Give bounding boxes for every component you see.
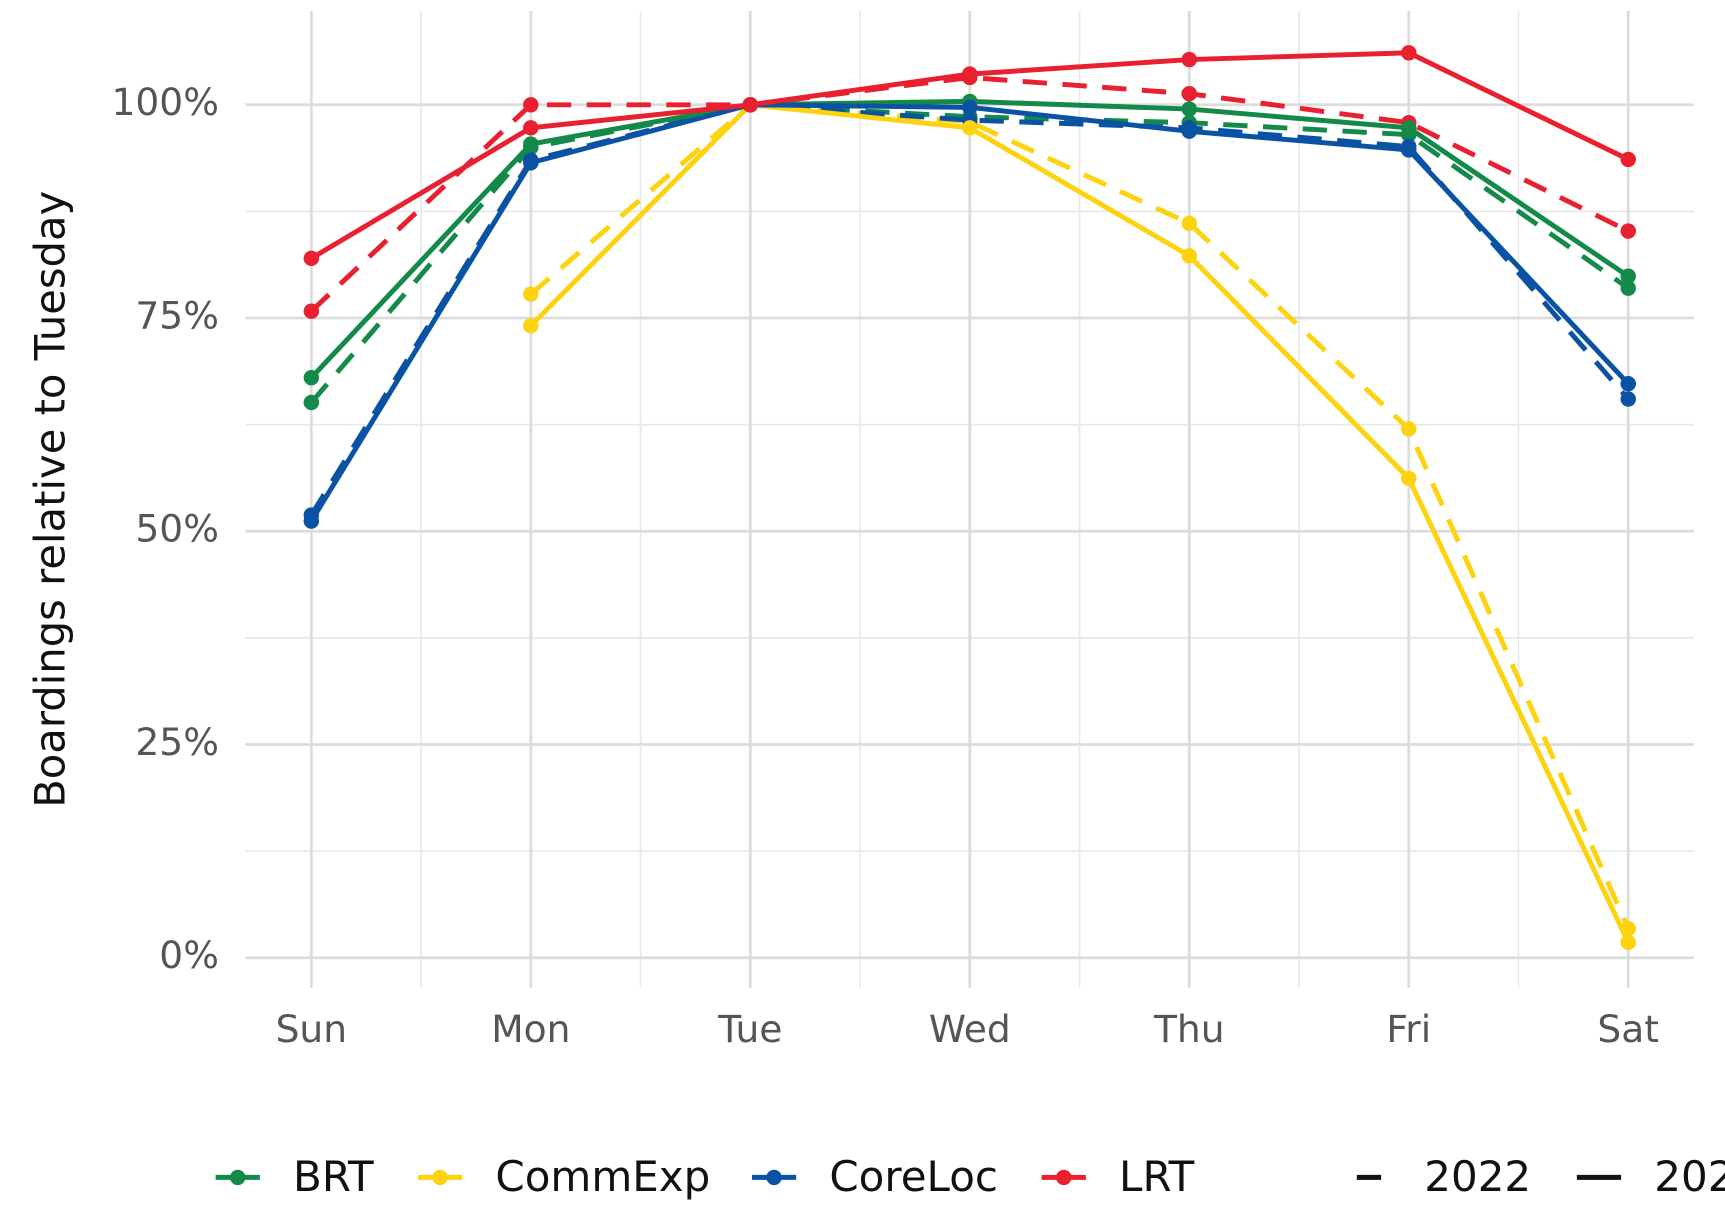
data-point [962,99,978,116]
data-point [1620,934,1636,951]
data-point [1620,268,1636,284]
data-point [1401,421,1417,437]
legend-swatch [766,1169,782,1186]
data-point [1181,123,1198,139]
data-point [962,66,978,82]
y-tick-label: 75% [135,294,219,338]
data-point [1181,215,1198,232]
legend-swatch [432,1169,448,1186]
data-point [1181,86,1198,102]
data-point [303,370,320,386]
data-point [742,97,759,113]
x-tick-label: Thu [1153,1007,1225,1051]
y-tick-label: 50% [135,507,219,551]
legend-label: BRT [293,1152,374,1201]
x-tick-label: Sat [1597,1007,1659,1051]
legend-label: 2023 [1654,1152,1725,1201]
data-point [523,155,539,171]
data-point [1401,45,1417,61]
legend-label: 2022 [1424,1152,1531,1201]
y-tick-label: 0% [159,933,219,977]
data-point [523,318,539,334]
data-point [523,120,539,136]
x-tick-label: Wed [929,1007,1011,1051]
y-tick-label: 100% [112,80,219,124]
data-point [1401,142,1417,158]
data-point [1401,120,1417,136]
legend-label: LRT [1119,1152,1195,1201]
data-point [1181,248,1198,264]
x-tick-label: Sun [276,1007,348,1051]
data-point [1401,470,1417,487]
data-point [1620,280,1636,296]
series-line [529,102,1631,930]
data-point [1620,376,1636,392]
y-tick-label: 25% [135,720,219,764]
data-point [962,120,978,136]
data-point [1620,223,1636,239]
data-point [303,250,320,267]
legend-label: CoreLoc [829,1152,998,1201]
data-point [1181,101,1198,117]
data-point [523,286,539,302]
data-point [303,513,320,529]
y-axis-label: Boardings relative to Tuesday [25,191,74,808]
x-tick-label: Mon [491,1007,570,1051]
legend-swatch [230,1169,246,1186]
data-point [303,394,320,411]
data-point [1620,151,1636,168]
x-tick-label: Tue [717,1007,782,1051]
legend-swatch [1056,1169,1072,1186]
legend-label: CommExp [495,1152,710,1201]
x-tick-label: Fri [1386,1007,1431,1051]
plot-root: Boardings relative to Tuesday 0% 25% 50% 75… [25,10,1725,1201]
series-line [529,102,1631,944]
data-point [1620,391,1636,407]
data-point [523,97,539,113]
data-point [303,303,320,319]
data-point [1181,51,1198,68]
data-point [523,136,539,152]
